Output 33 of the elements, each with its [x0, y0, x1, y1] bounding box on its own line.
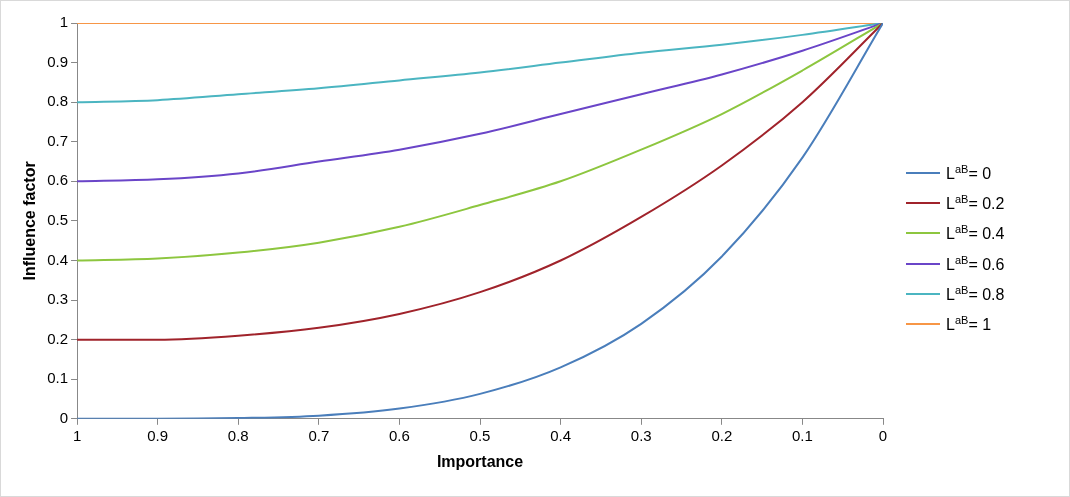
x-tick-label: 0.6 [389, 426, 410, 444]
legend-label: L$^{aB}$= 0.8 [946, 283, 1005, 305]
x-tick-label: 0.7 [308, 426, 330, 444]
x-tick-label: 1 [72, 426, 82, 444]
y-axis-title: Influence factor [21, 161, 39, 281]
y-tick-label: 0.6 [47, 171, 69, 189]
x-tick-label: 0.3 [630, 426, 652, 444]
legend-label: L$^{aB}$= 0 [946, 162, 992, 183]
y-tick-label: 0.5 [47, 211, 69, 229]
line-series [77, 23, 883, 262]
x-tick-label: 0.8 [227, 426, 249, 444]
legend-label: L$^{aB}$= 0.6 [946, 253, 1005, 274]
line-series [77, 23, 883, 183]
x-tick-label: 0.9 [147, 426, 169, 444]
x-tick-label: 0.5 [469, 426, 491, 444]
legend-label: L$^{aB}$= 0.2 [946, 192, 1005, 214]
x-axis-title: Importance [436, 452, 524, 470]
line-series [77, 23, 883, 341]
x-tick-label: 0.2 [711, 426, 733, 444]
x-tick-label: 0 [878, 426, 888, 444]
y-tick-label: 0.9 [47, 52, 69, 70]
y-tick-label: 0.4 [47, 250, 69, 268]
y-tick-label: 0.7 [47, 131, 69, 149]
legend-label: L$^{aB}$= 1 [946, 314, 992, 335]
y-tick-label: 0.8 [47, 92, 69, 110]
legend-label: L$^{aB}$= 0.4 [946, 223, 1005, 244]
y-tick-label: 0.1 [47, 369, 69, 387]
y-tick-label: 0.3 [47, 290, 69, 308]
y-tick-label: 1 [59, 13, 69, 31]
x-tick-label: 0.1 [791, 426, 813, 444]
x-tick-label: 0.4 [550, 426, 572, 444]
y-tick-label: 0 [59, 408, 69, 426]
y-tick-label: 0.2 [47, 329, 69, 347]
